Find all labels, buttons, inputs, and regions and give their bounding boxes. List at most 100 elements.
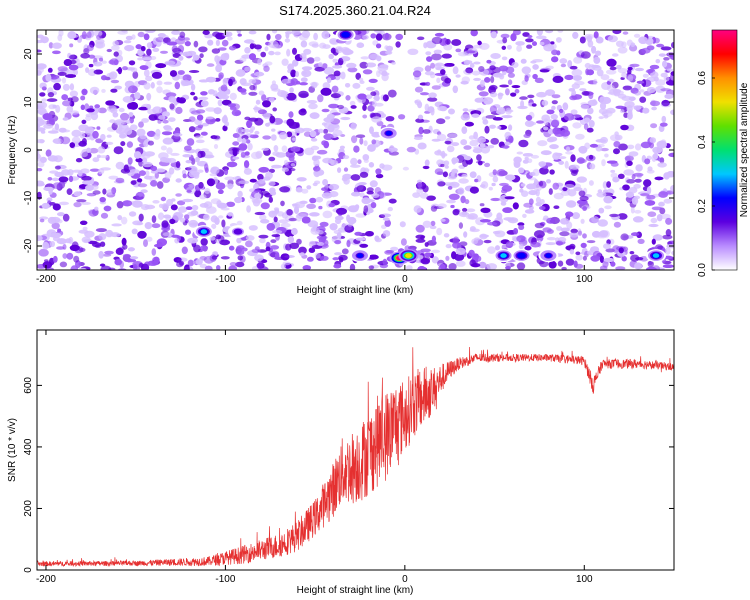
spectrogram-cell: [185, 167, 192, 171]
spectrogram-cell: [306, 203, 316, 209]
spectrogram-cell: [627, 111, 633, 120]
spectrogram-cell: [649, 141, 654, 149]
spectrogram-cell: [613, 141, 621, 148]
spectrogram-cell: [286, 48, 291, 57]
spectrogram-cell: [613, 221, 622, 228]
spectrogram-cell: [563, 113, 575, 121]
spectrogram-cell: [244, 151, 250, 156]
spectrogram-cell: [223, 168, 229, 175]
spectrogram-cell: [217, 47, 227, 51]
spectrogram-cell: [122, 253, 131, 258]
spectrogram-cell: [81, 88, 88, 96]
spectrogram-cell: [524, 156, 529, 161]
spectrogram-cell: [122, 96, 134, 103]
spectrogram-cell: [254, 105, 258, 113]
spectrogram-cell: [212, 31, 221, 38]
spectrogram-cell: [633, 105, 642, 110]
spectrogram-cell: [646, 194, 656, 200]
spectrogram-cell: [311, 82, 318, 89]
spectrogram-cell: [570, 228, 578, 234]
spectrogram-cell: [118, 124, 129, 130]
spectrogram-cell: [152, 200, 160, 204]
spectrogram-cell: [595, 50, 602, 56]
spectrogram-cell: [221, 115, 228, 124]
spectrogram-cell: [295, 71, 299, 78]
spectrogram-cell: [288, 111, 294, 118]
spectrogram-cell: [663, 172, 670, 180]
spectrogram-cell: [146, 42, 153, 49]
spectrogram-cell: [660, 213, 671, 220]
spectrogram-cell: [117, 215, 123, 221]
spectrogram-cell: [143, 82, 151, 90]
spectrogram-cell: [527, 121, 537, 126]
spectrogram-cell: [587, 40, 594, 48]
spectrogram-cell: [193, 96, 198, 101]
spectrogram-cell: [651, 238, 656, 245]
spectrogram-cell: [468, 135, 475, 140]
spectrogram-cell: [615, 105, 625, 110]
spectrogram-cell: [540, 150, 552, 156]
spectrogram-cell: [150, 165, 158, 172]
spectrogram-cell: [254, 211, 266, 216]
spectrogram-cell: [92, 157, 100, 163]
spectrogram-cell: [655, 85, 666, 93]
spectrogram-cell: [444, 77, 452, 84]
spectrogram-cell: [436, 118, 446, 125]
spectrogram-cell: [609, 66, 617, 71]
spectrogram-cell: [53, 155, 63, 163]
spectrogram-cell: [147, 140, 154, 146]
spectrogram-cell: [105, 141, 114, 145]
spectrogram-cell: [140, 189, 148, 194]
spectrogram-cell: [144, 222, 153, 230]
spectrogram-cell: [334, 252, 342, 256]
spectrogram-cell: [262, 100, 271, 108]
spectrogram-cell: [270, 134, 277, 141]
spectrogram-cell: [444, 116, 451, 120]
spectrogram-cell: [273, 216, 278, 223]
spectrogram-cell: [448, 263, 457, 270]
spectrogram-cell: [512, 202, 519, 210]
spectrogram-cell: [423, 42, 428, 49]
spectrogram-cell: [464, 121, 474, 127]
spectrogram-cell: [144, 175, 153, 180]
spectrogram-cell: [651, 106, 657, 111]
spectrogram-cell: [420, 92, 429, 96]
spectrogram-cell: [244, 160, 250, 169]
x-tick-label: 100: [576, 574, 593, 585]
spectrogram-cell: [658, 53, 666, 57]
spectrogram-cell: [549, 169, 555, 175]
spectrogram-cell: [271, 164, 282, 169]
spectrogram-cell: [473, 77, 481, 81]
spectrogram-cell: [301, 216, 311, 224]
spectrogram-cell: [173, 133, 183, 137]
spectrogram-cell: [670, 71, 674, 76]
spectrogram-cell: [455, 247, 466, 255]
spectrogram-cell: [644, 158, 651, 165]
spectrogram-cell: [49, 170, 59, 174]
spectrogram-cell: [73, 255, 80, 263]
spectrogram-cell: [490, 76, 495, 83]
spectrogram-cell: [174, 81, 180, 90]
spectrogram-cell: [516, 151, 524, 155]
colorbar-tick-label: 0.4: [697, 135, 708, 149]
spectrogram-cell: [253, 44, 262, 50]
spectrogram-cell: [413, 136, 423, 140]
spectrogram-cell: [323, 66, 335, 75]
spectrogram-cell: [173, 257, 182, 263]
spectrogram-cell: [455, 48, 462, 53]
spectrogram-cell: [604, 205, 612, 210]
spectrogram-cell: [588, 120, 595, 128]
spectrogram-cell: [137, 230, 147, 239]
spectrogram-cell: [70, 110, 79, 115]
spectrogram-cell: [260, 51, 267, 58]
spectrogram-cell: [328, 183, 340, 191]
spectrogram-cell: [609, 213, 619, 218]
spectrogram-cell: [40, 130, 46, 134]
spectrogram-cell: [193, 40, 199, 48]
spectrogram-cell: [412, 192, 421, 199]
spectrogram-cell: [141, 161, 153, 168]
y-tick-label: 0: [23, 147, 34, 153]
spectrogram-cell: [508, 124, 513, 131]
spectrogram-cell: [598, 207, 605, 214]
spectrogram-cell: [140, 46, 146, 52]
